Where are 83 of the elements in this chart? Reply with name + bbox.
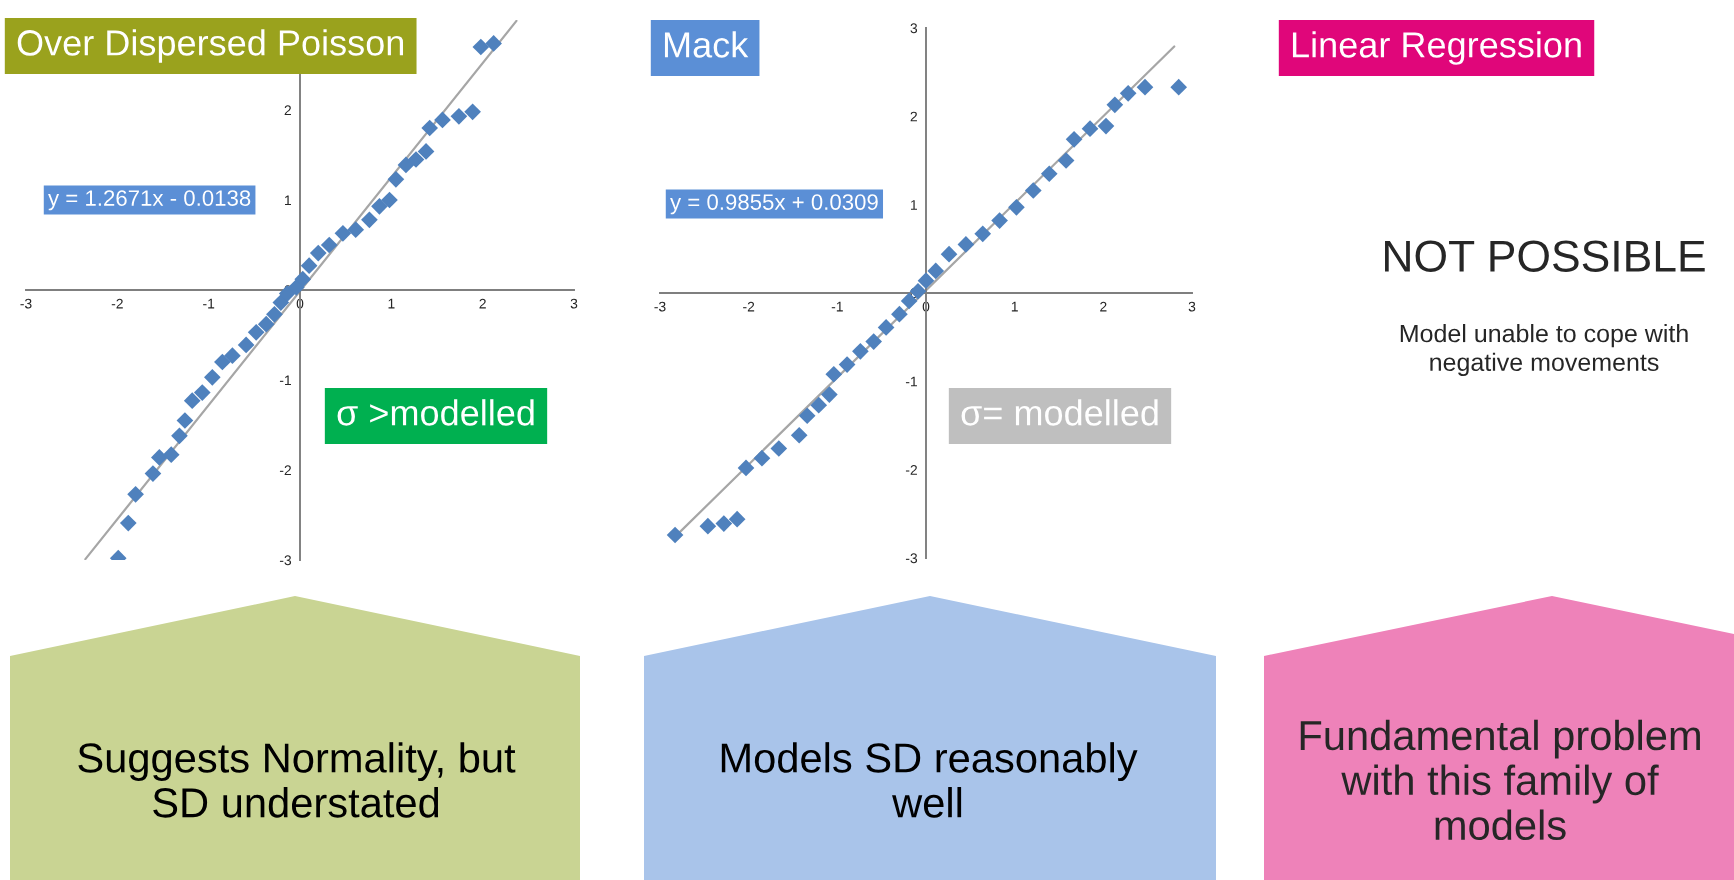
text: Models SD reasonably well (721, 742, 1138, 818)
point (407, 151, 425, 168)
point (294, 270, 312, 288)
point (927, 262, 945, 280)
point (127, 485, 144, 503)
text: Model unable to cope with negative movements (1400, 323, 1688, 377)
point (176, 412, 194, 429)
point (387, 170, 405, 188)
point (1106, 96, 1124, 114)
point (214, 353, 231, 371)
point (162, 446, 180, 464)
point (790, 426, 808, 444)
point (334, 224, 352, 242)
point (361, 211, 378, 229)
point (320, 236, 338, 254)
point (144, 465, 162, 482)
point (1081, 120, 1099, 138)
point (1057, 152, 1075, 169)
point (347, 221, 365, 239)
text: Fundamental problem with this family of models (1300, 719, 1700, 841)
annotation: y = 1.2671x - 0.0138 (48, 190, 251, 211)
point (940, 245, 958, 263)
point (119, 514, 137, 532)
text: Linear Regression (1292, 31, 1581, 65)
annotation: σ= modelled (961, 399, 1158, 426)
point (203, 368, 221, 386)
point (417, 143, 435, 160)
point (753, 449, 771, 467)
point (825, 365, 843, 383)
point (381, 191, 398, 209)
point (1170, 78, 1188, 96)
point (450, 107, 468, 125)
point (397, 156, 415, 174)
point (821, 386, 838, 403)
chart-title: Over Dispersed Poisson (17, 29, 404, 63)
point (266, 305, 283, 323)
point (699, 517, 717, 535)
point (183, 392, 201, 410)
point (151, 449, 168, 466)
annotation: σ >modelled (337, 399, 534, 426)
point (1040, 165, 1058, 183)
point (171, 427, 188, 445)
point (865, 333, 883, 350)
chart-title: Mack (664, 31, 749, 58)
point (877, 319, 895, 336)
point (1097, 117, 1115, 135)
annotation: y = 0.9855x + 0.0309 (670, 194, 878, 215)
point (371, 197, 388, 215)
point (193, 384, 211, 401)
point (1136, 78, 1154, 96)
point (300, 257, 318, 275)
point (247, 323, 265, 341)
point (1065, 130, 1083, 148)
point (485, 35, 502, 52)
point (838, 356, 856, 373)
point (715, 515, 733, 532)
point (666, 526, 684, 544)
point (728, 510, 746, 528)
point (421, 119, 439, 137)
point (278, 285, 296, 302)
point (309, 244, 327, 262)
point (1024, 182, 1042, 199)
point (798, 407, 816, 425)
point (991, 212, 1008, 229)
point (1119, 85, 1137, 102)
point (464, 103, 481, 121)
point (257, 315, 275, 333)
point (1008, 198, 1025, 216)
point (917, 272, 935, 289)
point (737, 459, 755, 477)
point (810, 396, 828, 414)
text: NOT POSSIBLE (1385, 240, 1705, 272)
point (974, 225, 992, 243)
point (852, 342, 869, 360)
point (770, 440, 788, 457)
point (224, 347, 241, 365)
point (434, 111, 451, 129)
point (891, 305, 908, 323)
text: Suggests Normality, but SD understated (78, 742, 516, 818)
point (957, 236, 975, 253)
point (272, 294, 290, 311)
point (237, 336, 255, 354)
point (472, 38, 490, 56)
